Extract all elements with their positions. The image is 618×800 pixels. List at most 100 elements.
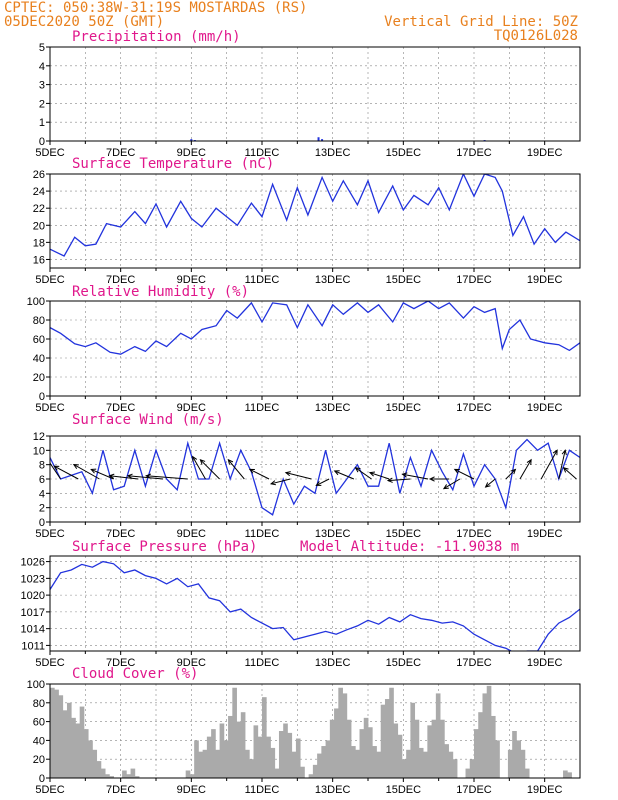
panel-1: Precipitation (mm/h) 0 1 2 3 4 5 5DEC 7DEC 9DEC 11…	[35, 29, 581, 159]
cloud-bar	[92, 749, 98, 778]
wind-vector-shaft	[485, 478, 496, 488]
wind-vector	[442, 478, 461, 490]
y-tick-label: 5	[39, 42, 45, 54]
cloud-bar	[262, 697, 267, 778]
x-tick-label: 13DEC	[315, 784, 351, 796]
y-tick-label: 24	[33, 186, 45, 198]
x-tick-label: 11DEC	[245, 528, 280, 540]
x-tick-label: 19DEC	[527, 274, 563, 286]
panel-frame	[49, 555, 581, 652]
wind-vector	[354, 467, 372, 480]
panel-5: Surface Pressure (hPa) Model Altitude: -1…	[21, 539, 581, 669]
panel-frame	[49, 173, 581, 269]
wind-vector-head	[333, 470, 340, 476]
wind-vector	[53, 465, 79, 480]
wind-vector	[505, 468, 517, 480]
wind-vector-shaft	[146, 475, 188, 480]
x-tick-label: 19DEC	[527, 657, 563, 669]
wind-vector-head	[145, 473, 152, 479]
cloud-bar	[325, 740, 331, 778]
cloud-bar	[88, 740, 93, 778]
y-tick-label: 6	[39, 474, 45, 486]
x-tick-label: 9DEC	[177, 402, 206, 414]
y-tick-label: 20	[33, 754, 45, 766]
panel-data	[50, 685, 572, 778]
cloud-bar	[109, 776, 114, 778]
cloud-bar	[507, 749, 513, 778]
wind-vector-head	[269, 480, 277, 486]
x-tick-label: 15DEC	[386, 657, 422, 669]
wind-vector-head	[53, 465, 60, 471]
x-tick-label: 17DEC	[456, 402, 492, 414]
wind-vector-shaft	[91, 468, 114, 480]
wind-vector-head	[108, 473, 115, 479]
panel-frame	[49, 46, 581, 142]
x-tick-label: 11DEC	[245, 147, 280, 159]
wind-vector-shaft	[519, 459, 532, 480]
y-tick-label: 40	[33, 353, 45, 365]
y-tick-label: 20	[33, 372, 45, 384]
wind-vector	[72, 464, 100, 480]
wind-vector-shaft	[127, 475, 164, 480]
wind-vector-shaft	[355, 467, 372, 480]
cloud-bar	[249, 759, 254, 778]
cloud-bar	[223, 740, 229, 778]
wind-vector-head	[368, 471, 376, 477]
wind-vector-head	[126, 473, 133, 479]
cloud-bar	[253, 725, 259, 778]
series-line	[50, 560, 580, 651]
cloud-bar	[380, 704, 386, 778]
y-tick-label: 1	[39, 117, 45, 129]
wind-vector-head	[248, 468, 255, 474]
cloud-bar	[516, 740, 522, 778]
header-station: CPTEC: 050:38W-31:19S MOSTARDAS (RS)	[4, 0, 307, 16]
cloud-bar	[79, 706, 85, 778]
wind-vector	[368, 471, 390, 480]
wind-vector-shaft	[316, 478, 330, 486]
y-tick-label: 26	[33, 169, 45, 181]
x-tick-label: 19DEC	[527, 402, 563, 414]
x-tick-label: 13DEC	[315, 147, 351, 159]
wind-vector-head	[484, 482, 491, 488]
y-tick-label: 2	[39, 503, 45, 515]
x-tick-label: 5DEC	[35, 402, 64, 414]
cloud-bar	[300, 766, 305, 778]
cloud-bar	[524, 768, 530, 778]
wind-vector	[145, 473, 188, 480]
cloud-bar	[232, 687, 237, 778]
cloud-bar	[105, 774, 110, 778]
wind-vector-head	[284, 471, 291, 477]
panel-title: Precipitation (mm/h)	[72, 29, 241, 45]
panel-title: Surface Pressure (hPa)	[72, 539, 257, 555]
wind-vector-shaft	[200, 459, 220, 480]
wind-vector-head	[199, 458, 206, 465]
cloud-bar	[211, 729, 216, 778]
panel-data	[50, 438, 580, 516]
cloud-bar	[245, 749, 250, 778]
wind-vector	[484, 478, 496, 488]
wind-vector-shaft	[563, 467, 577, 480]
wind-vector-head	[453, 468, 460, 474]
x-tick-label: 9DEC	[177, 784, 206, 796]
y-tick-label: 0	[39, 773, 45, 785]
cloud-bar	[440, 719, 445, 778]
cloud-bar	[194, 740, 199, 778]
y-tick-label: 80	[33, 315, 45, 327]
series-line	[50, 174, 580, 257]
x-tick-label: 13DEC	[315, 402, 351, 414]
cloud-bar	[359, 729, 365, 778]
wind-vector-shaft	[109, 475, 139, 480]
y-tick-label: 0	[39, 391, 45, 403]
cloud-bar	[389, 687, 394, 778]
cloud-bar	[465, 768, 471, 778]
wind-vector-shaft	[227, 459, 245, 480]
wind-vector-shaft	[540, 449, 558, 480]
x-tick-label: 7DEC	[106, 657, 135, 669]
cloud-bar	[130, 768, 136, 778]
y-tick-label: 1026	[21, 557, 45, 569]
x-tick-label: 5DEC	[35, 147, 64, 159]
cloud-bar	[202, 749, 208, 778]
cloud-bar	[563, 770, 568, 778]
y-tick-label: 1023	[21, 573, 45, 585]
wind-vector-head	[315, 481, 322, 486]
